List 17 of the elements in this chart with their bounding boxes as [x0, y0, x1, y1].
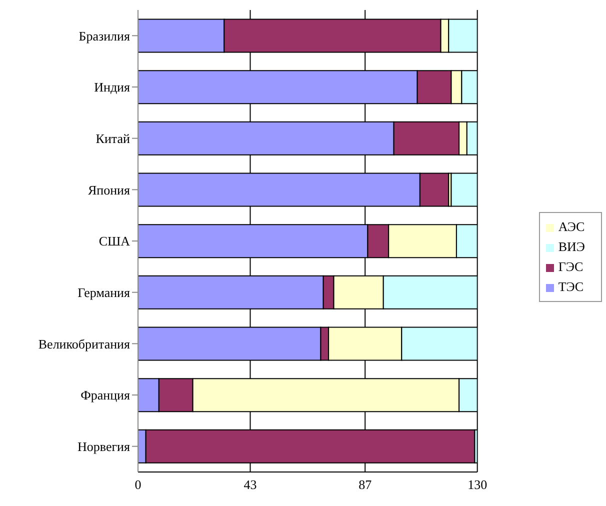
y-tick-label: Германия: [78, 284, 130, 300]
y-tick-label: Норвегия: [78, 438, 130, 454]
y-tick-label: Китай: [96, 130, 130, 146]
legend-label: АЭС: [558, 219, 585, 234]
legend-label: ГЭС: [558, 259, 584, 274]
y-tick-label: Франция: [80, 388, 130, 403]
legend-label: ТЭС: [558, 279, 584, 294]
y-tick-label: США: [98, 234, 131, 249]
y-tick-label: Индия: [94, 80, 130, 95]
x-tick-label: 87: [358, 477, 372, 492]
y-tick-label: Бразилия: [78, 28, 130, 44]
x-tick-label: 43: [244, 477, 257, 492]
legend-label: ВИЭ: [558, 239, 585, 254]
x-tick-label: 0: [134, 477, 142, 492]
x-tick-label: 130: [468, 477, 488, 492]
y-tick-label: Япония: [88, 182, 130, 198]
y-tick-label: Великобритания: [38, 336, 130, 352]
